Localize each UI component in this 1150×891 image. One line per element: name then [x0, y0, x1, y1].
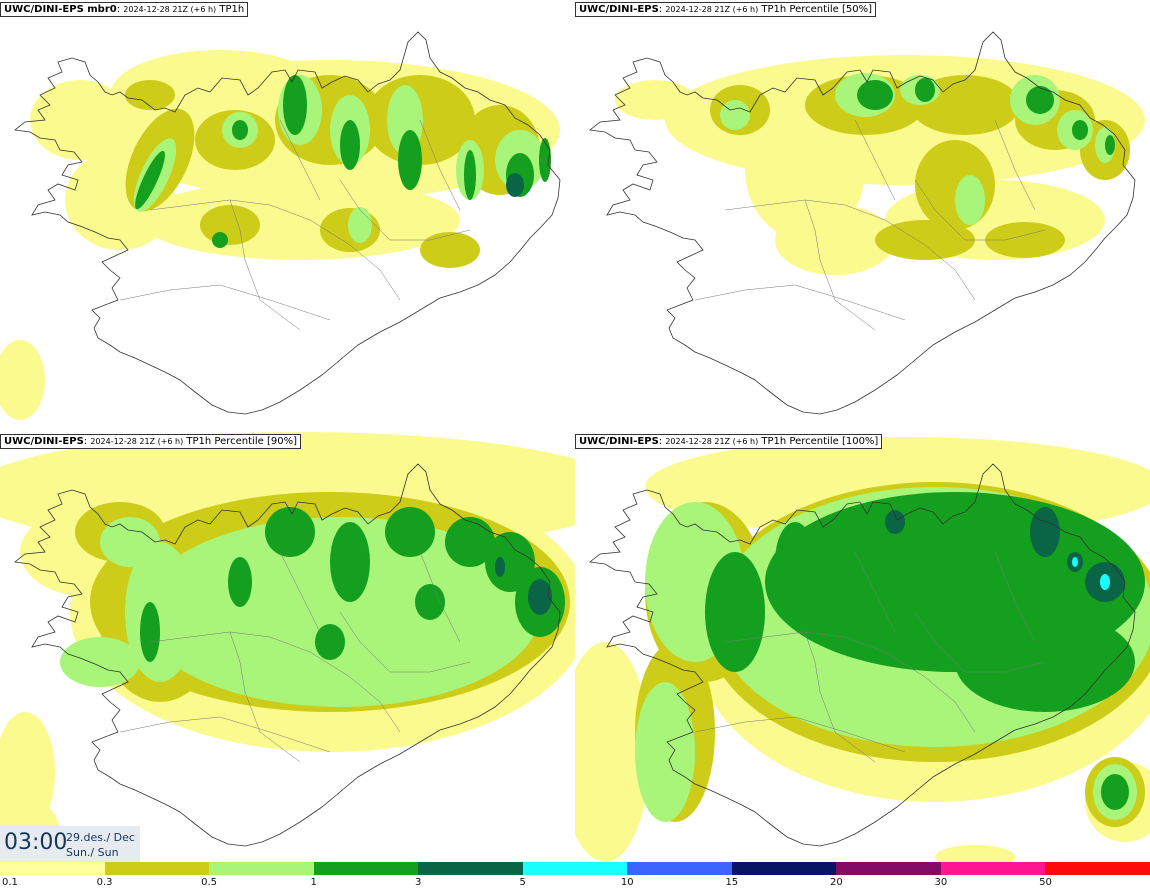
- precipitation-fields: [0, 432, 575, 864]
- precipitation-legend: 0.1 0.3 0.5 1 3 5 10 15 20 30 50: [0, 862, 1150, 891]
- legend-tick-label: 20: [829, 877, 843, 888]
- map-panel-mbr0: UWC/DINI-EPS mbr0: 2024-12-28 21Z (+6 h)…: [0, 0, 575, 432]
- coastline: [589, 31, 1136, 415]
- valid-day: Sun./ Sun: [66, 846, 119, 859]
- valid-hour: 03:00: [4, 830, 68, 855]
- precipitation-map: [0, 432, 575, 864]
- legend-tick-label: 10: [620, 877, 634, 888]
- legend-color-8: [731, 862, 837, 875]
- precipitation-fields: [615, 55, 1145, 275]
- legend-color-9: [836, 862, 942, 875]
- coastline: [14, 463, 561, 847]
- precipitation-map: [0, 31, 561, 420]
- valid-date: 29.des./ Dec: [66, 831, 135, 844]
- precipitation-map: [589, 31, 1145, 415]
- panel-title: UWC/DINI-EPS: 2024-12-28 21Z (+6 h) TP1h…: [0, 434, 301, 449]
- panel-title: UWC/DINI-EPS: 2024-12-28 21Z (+6 h) TP1h…: [575, 434, 883, 449]
- precipitation-fields: [575, 437, 1150, 864]
- legend-tick-label: 30: [934, 877, 948, 888]
- legend-tick-label: 15: [725, 877, 739, 888]
- panel-title: UWC/DINI-EPS: 2024-12-28 21Z (+6 h) TP1h…: [575, 2, 876, 17]
- precipitation-map: [575, 437, 1150, 864]
- coastline: [589, 463, 1136, 847]
- map-panel-percentile-50: UWC/DINI-EPS: 2024-12-28 21Z (+6 h) TP1h…: [575, 0, 1150, 432]
- legend-tick-label: 1: [310, 877, 317, 888]
- legend-tick-label: 0.5: [201, 877, 218, 888]
- legend-tick-label: 5: [519, 877, 526, 888]
- legend-tick-label: 0.3: [96, 877, 113, 888]
- map-panel-percentile-90: UWC/DINI-EPS: 2024-12-28 21Z (+6 h) TP1h…: [0, 432, 575, 864]
- legend-color-5: [418, 862, 524, 875]
- legend-color-1: [0, 862, 106, 875]
- valid-time-box: 03:00 29.des./ Dec Sun./ Sun: [0, 826, 140, 862]
- legend-color-11: [1045, 862, 1150, 875]
- legend-color-6: [522, 862, 628, 875]
- legend-color-3: [209, 862, 315, 875]
- legend-tick-label: 50: [1039, 877, 1052, 888]
- legend-color-4: [313, 862, 419, 875]
- legend-tick-label: 0.1: [2, 877, 18, 888]
- legend-color-7: [627, 862, 733, 875]
- coastline: [14, 31, 561, 415]
- panel-title: UWC/DINI-EPS mbr0: 2024-12-28 21Z (+6 h)…: [0, 2, 249, 17]
- legend-color-2: [104, 862, 210, 875]
- precipitation-fields: [0, 50, 560, 420]
- legend-color-10: [940, 862, 1046, 875]
- legend-tick-label: 3: [414, 877, 422, 888]
- map-panel-percentile-100: UWC/DINI-EPS: 2024-12-28 21Z (+6 h) TP1h…: [575, 432, 1150, 864]
